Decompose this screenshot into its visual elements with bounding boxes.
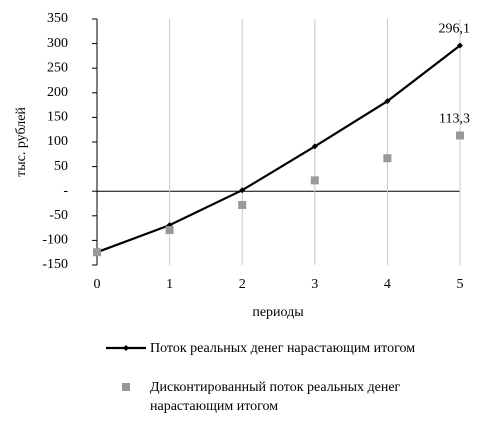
legend-label: Поток реальных денег нарастающим итогом bbox=[150, 341, 416, 356]
x-tick-label: 4 bbox=[384, 277, 391, 292]
y-tick-label: -150 bbox=[42, 257, 68, 272]
x-tick-label: 1 bbox=[166, 277, 173, 292]
y-tick-label: 200 bbox=[47, 85, 68, 100]
scatter-point bbox=[238, 200, 247, 209]
x-tick-label: 3 bbox=[311, 277, 318, 292]
x-axis-label: периоды bbox=[252, 305, 304, 320]
scatter-point bbox=[456, 131, 464, 140]
y-tick-label: 350 bbox=[47, 11, 68, 26]
y-tick-label: 50 bbox=[54, 159, 68, 174]
y-tick-label: -100 bbox=[42, 233, 68, 248]
legend-swatch bbox=[122, 383, 130, 391]
y-tick-label: 150 bbox=[47, 110, 68, 125]
scatter-point bbox=[310, 176, 319, 185]
x-tick-label: 5 bbox=[457, 277, 464, 292]
scatter-point bbox=[383, 154, 392, 163]
line-marker bbox=[457, 42, 463, 49]
y-tick-label: -50 bbox=[49, 208, 68, 223]
line-marker bbox=[239, 187, 246, 194]
y-tick-label: - bbox=[63, 183, 68, 198]
scatter-point bbox=[165, 226, 174, 235]
y-axis-label: тыс. рублей bbox=[14, 107, 29, 177]
y-tick-label: 250 bbox=[47, 60, 68, 75]
series-line bbox=[96, 44, 461, 254]
y-tick-label: 300 bbox=[47, 36, 68, 51]
legend-swatch bbox=[123, 345, 129, 351]
x-tick-label: 2 bbox=[239, 277, 246, 292]
line-marker bbox=[311, 143, 318, 150]
line-marker bbox=[384, 98, 391, 105]
data-label: 296,1 bbox=[439, 22, 471, 37]
y-tick-label: 100 bbox=[47, 134, 68, 149]
data-label: 113,3 bbox=[439, 112, 470, 127]
legend-label: Дисконтированный поток реальных денег на… bbox=[150, 380, 401, 414]
x-tick-label: 0 bbox=[94, 277, 101, 292]
scatter-point bbox=[93, 248, 101, 257]
